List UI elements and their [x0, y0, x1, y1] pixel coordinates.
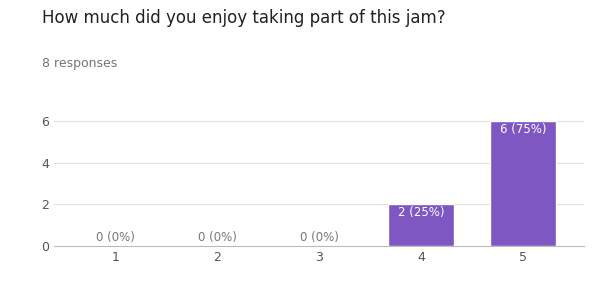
- Text: 6 (75%): 6 (75%): [500, 123, 546, 136]
- Text: 0 (0%): 0 (0%): [300, 231, 338, 244]
- Text: 0 (0%): 0 (0%): [96, 231, 135, 244]
- Text: How much did you enjoy taking part of this jam?: How much did you enjoy taking part of th…: [42, 9, 445, 27]
- Text: 2 (25%): 2 (25%): [398, 206, 444, 219]
- Bar: [489, 121, 556, 246]
- Bar: [388, 204, 454, 246]
- Text: 8 responses: 8 responses: [42, 57, 117, 70]
- Text: 0 (0%): 0 (0%): [197, 231, 237, 244]
